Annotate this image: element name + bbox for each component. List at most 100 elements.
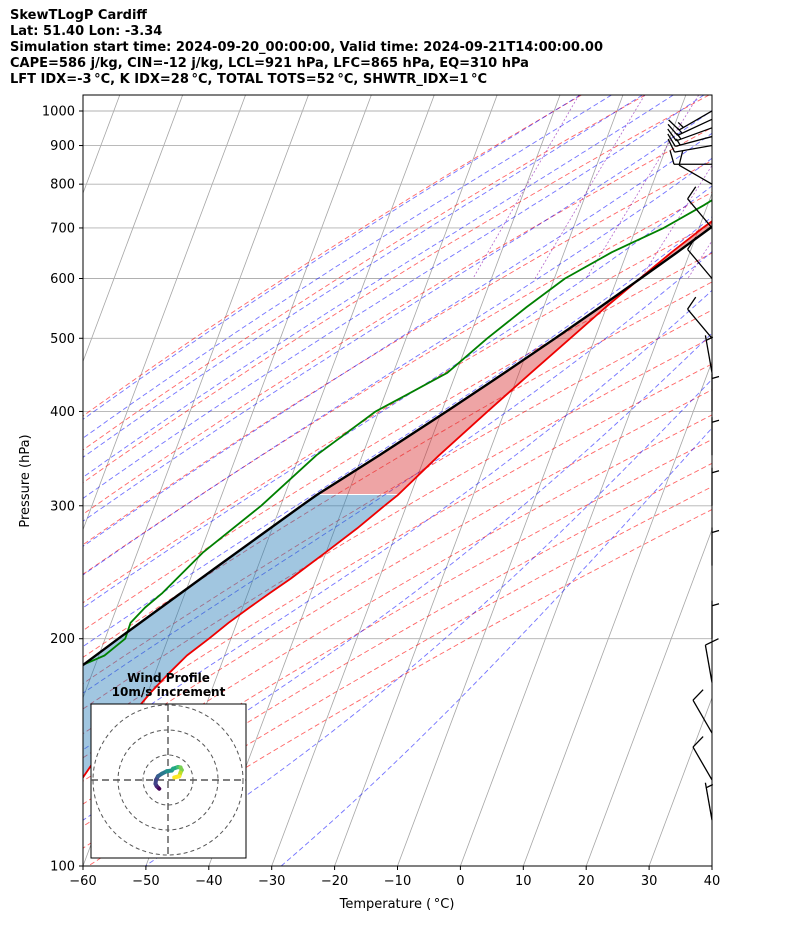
moist-adiabat [83,95,705,499]
hodograph-subtitle: 10m/s increment [112,685,226,699]
wind-barb [711,527,720,566]
barb-half-feather [711,375,720,380]
dry-adiabat [83,252,712,632]
barb-half-feather [676,127,683,134]
chart-title: SkewTLogP Cardiff [10,8,147,23]
dry-adiabat [83,222,712,604]
moist-adiabat [83,95,612,439]
barb-half-feather [711,470,720,474]
wind-barb [692,736,713,781]
barb-feather [667,138,676,153]
barb-half-feather [705,336,714,341]
x-tick-label: −30 [258,874,285,889]
wind-barb [692,689,713,734]
isotherm-line [648,696,712,866]
wind-barb [711,417,720,456]
x-tick-label: −10 [384,874,411,889]
y-tick-label: 1000 [42,104,75,119]
barb-half-feather [711,529,720,534]
isotherm-line [585,528,712,866]
moist-adiabat [83,95,674,478]
wind-barb [687,186,713,229]
barb-half-feather [677,121,684,128]
barb-shaft [692,699,713,734]
chart-header: SkewTLogP Cardiff Lat: 51.40 Lon: -3.34 … [10,8,790,88]
mixing-ratio-line [762,95,794,279]
wind-barb [667,133,713,148]
wind-barb [711,373,720,412]
wind-barb [669,150,712,165]
y-tick-label: 800 [50,178,75,193]
wind-barb [704,638,719,683]
isotherm-line [271,95,561,866]
barb-feather [705,638,719,646]
isotherm-line [208,95,498,866]
x-tick-label: −40 [195,874,222,889]
x-axis-label: Temperature ( °C) [339,897,455,912]
y-tick-label: 200 [50,632,75,647]
moist-adiabat [83,216,712,648]
barb-feather [667,133,676,147]
mixing-ratio-line [719,95,794,279]
dewpoint-line [83,199,712,667]
isotherm-line [83,95,309,699]
wind-barb [704,782,714,821]
barb-feather [678,150,684,166]
barb-shaft [704,782,713,821]
isotherm-line [460,192,712,866]
barb-shaft [704,335,713,373]
dry-adiabat [83,160,712,546]
moist-adiabat [83,185,712,609]
moist-adiabat [83,132,712,547]
x-tick-label: 0 [456,874,464,889]
wind-barb [678,150,713,185]
barb-feather [687,296,697,310]
hodograph-title: Wind Profile [127,671,210,685]
dry-adiabat [83,363,712,735]
y-tick-label: 900 [50,139,75,154]
y-tick-label: 100 [50,860,75,875]
barb-shaft [674,144,713,153]
isotherm-line [711,864,712,866]
mixing-ratio-line [472,95,580,279]
barb-shaft [704,644,713,683]
y-axis-label: Pressure (hPa) [18,434,33,527]
dry-adiabat [83,95,582,417]
dry-adiabat [83,281,712,658]
barb-shaft [678,110,713,131]
wind-barb [687,296,713,339]
wind-barb [667,127,713,142]
barb-half-feather [676,132,682,140]
moist-adiabat [83,332,712,821]
barb-feather [692,689,704,701]
x-tick-label: −60 [69,874,96,889]
isotherm-line [397,95,687,866]
barb-half-feather [705,783,714,789]
isotherm-line [83,95,184,363]
moist-adiabat [83,95,643,458]
barb-shaft [692,746,713,781]
barb-shaft [687,248,713,279]
moist-adiabat [83,95,581,420]
cape-line: CAPE=586 j/kg, CIN=-12 j/kg, LCL=921 hPa… [10,56,529,71]
hodograph-segment [172,774,182,780]
x-tick-label: −50 [132,874,159,889]
barb-feather [669,150,675,165]
isotherm-line [522,360,712,866]
mixing-ratio-line [585,95,700,279]
isotherm-line [83,95,246,531]
dry-adiabat [83,95,646,451]
barb-half-feather [675,138,681,146]
barb-shaft [678,164,713,185]
wind-barb [711,600,720,639]
mixing-ratio-line [640,164,712,279]
dry-adiabat [83,486,712,849]
x-tick-label: 40 [704,874,721,889]
dry-adiabat [83,309,712,685]
barb-feather [667,128,677,142]
mixing-ratio-line [534,95,646,279]
y-tick-label: 400 [50,405,75,420]
barb-feather [667,123,679,136]
hodograph-plot [91,704,246,858]
